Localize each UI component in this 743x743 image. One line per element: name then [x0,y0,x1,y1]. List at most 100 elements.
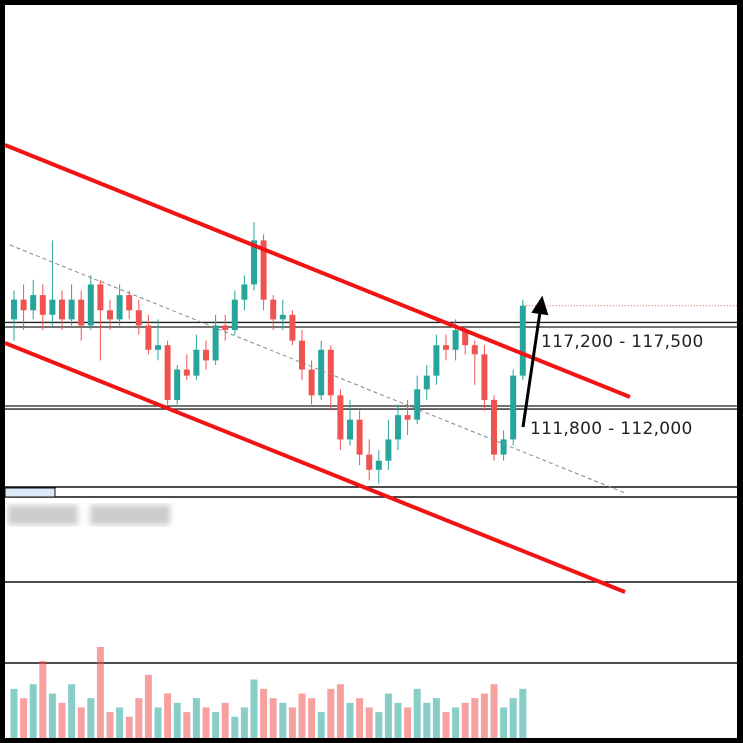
volume-bar [519,688,527,738]
volume-bar [471,698,479,738]
volume-bar [96,647,104,738]
candle-body [385,439,392,461]
candle-body [39,295,46,315]
candle-body [78,299,85,326]
candle-body [260,240,267,300]
volume-bar [250,679,258,738]
zone-label: 117,200 - 117,500 [541,332,704,352]
candle-body [481,354,488,400]
volume-bar [308,698,316,738]
volume-bar [87,698,95,738]
volume-bar [442,712,450,738]
candle-body [59,299,65,320]
volume-bar [125,716,133,738]
candle-body [241,284,248,300]
candle-body [404,415,411,420]
volume-bar [336,684,344,738]
layout [5,486,737,664]
volume-bar [20,698,28,738]
volume-bar [58,702,66,738]
volume-bar [423,702,431,738]
candle-body [299,340,305,370]
arrow-shaft [521,311,542,428]
volume-bar [452,707,460,738]
candle-body [11,299,17,320]
volume-bar [288,707,296,738]
channel-lower [4,341,626,594]
volume-bar [298,693,306,738]
volume-bar [106,712,114,738]
volume-bar [413,688,421,738]
candle-body [462,330,469,346]
volume-bar [490,684,498,738]
candle-body [327,349,334,396]
candle-body [366,454,373,470]
candle-body [395,415,401,440]
volume-bar [260,688,268,738]
candle-body [212,325,219,361]
volume-bar [240,707,248,738]
volume-bar [221,702,229,738]
volume-bar [317,712,325,738]
candle-body [519,305,526,376]
pane-tab [5,487,56,498]
volume-bar [500,707,508,738]
candle-body [443,345,449,350]
candle-body [116,295,123,320]
candle-body [30,295,37,311]
arrow-head [531,295,549,316]
candle-body [251,240,257,285]
candle-body [347,419,353,440]
candle-body [375,460,382,470]
candle-body [97,284,104,311]
volume-bar [202,707,210,738]
candle-body [20,299,27,311]
channel-midline [9,244,626,494]
channel-upper [4,143,631,399]
volume-bar [154,707,162,738]
blurred-text [90,505,170,525]
candle-body [308,369,315,396]
volume-bar [432,698,440,738]
volume-bar [39,660,47,738]
volume-bar [231,716,239,738]
candle-body [87,284,94,326]
candle-body [279,314,286,320]
volume-bar [183,712,191,738]
candle-body [164,345,171,400]
volume-bar [365,707,373,738]
candle-body [126,295,133,311]
candle-body [471,345,478,355]
candle-body [145,325,152,350]
candle-body [356,419,363,455]
volume-bar [356,698,364,738]
volume-bar [394,702,402,738]
candle-body [222,325,229,331]
volume-bar [384,693,392,738]
candle-body [318,349,325,396]
plot-background [5,5,737,738]
candle-body [500,439,507,455]
candle-body [270,299,277,320]
candle-body [193,349,200,376]
candle-body [423,375,430,390]
volume-bar [116,707,124,738]
candle-body [49,299,56,315]
candle-body [491,399,497,455]
volume-bar [375,712,383,738]
volume-bar [192,698,200,738]
candle-body [289,314,296,341]
candle-body [68,299,75,320]
candle-body [203,349,209,361]
volume-bar [509,698,517,738]
candle-body [414,389,421,420]
zone-label: 111,800 - 112,000 [530,419,693,439]
candle-body [107,310,113,320]
volume-bar [269,698,277,738]
candle-body [183,369,190,376]
volume-bar [77,707,85,738]
candle-body [174,369,181,400]
candle-body [337,395,344,440]
volume-bar [461,702,469,738]
